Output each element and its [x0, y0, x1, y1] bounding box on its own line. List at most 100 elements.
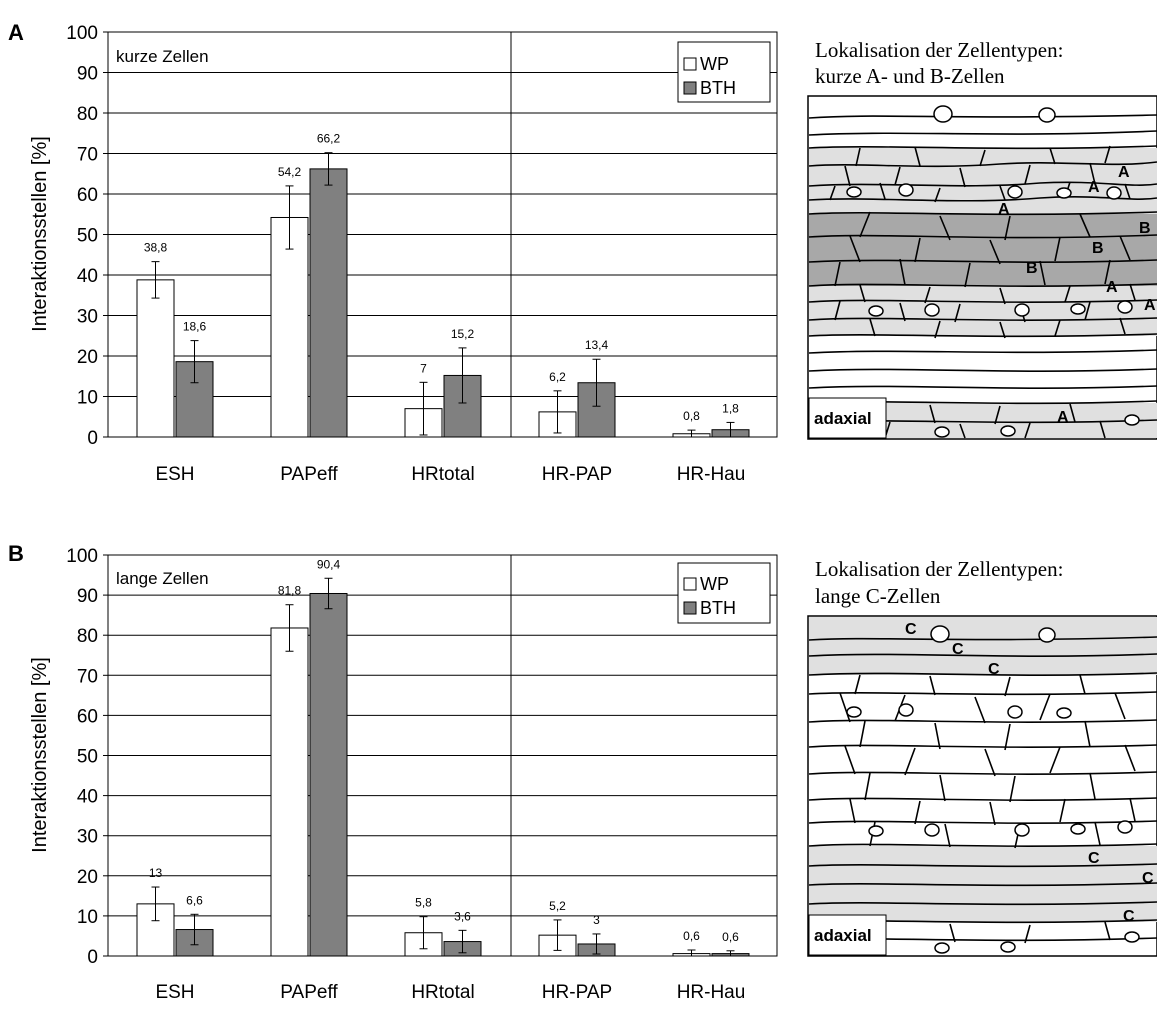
y-tick-label: 20	[77, 867, 98, 888]
bar-wp	[270, 216, 309, 438]
data-label: 6,2	[549, 370, 566, 384]
y-axis-label-a: Interaktionsstellen [%]	[29, 136, 51, 332]
gridlines-b	[108, 594, 777, 917]
y-axis-b: 0 10 20 30 40 50 60 70 80 90 100	[66, 546, 108, 968]
x-tick-label: PAPeff	[280, 464, 338, 485]
data-label: 7	[420, 361, 427, 375]
bar-wp	[136, 279, 175, 438]
illustration-b: Lokalisation der Zellentypen: lange C-Ze…	[807, 557, 1157, 957]
legend-swatch-bth-b	[683, 601, 697, 615]
cell-band-a-lower	[809, 286, 1157, 336]
bars-a: 38,8 18,6 54,2 66,2 7 15,2 6,2 13,4 0,8 1,8	[136, 132, 750, 438]
adaxial-label-b: adaxial	[814, 926, 872, 945]
x-tick-label: HR-PAP	[542, 464, 612, 485]
chart-a: A 0 10 20 30 40 50 60 70 80 90 100 Interaktionsste…	[8, 20, 778, 485]
cell-label: C	[988, 661, 1000, 678]
data-label: 38,8	[144, 241, 168, 255]
cell-band-c-upper	[809, 617, 1157, 675]
x-tick-label: HR-Hau	[677, 464, 746, 485]
bar-bth	[309, 592, 348, 957]
data-label: 0,8	[683, 409, 700, 423]
data-label: 0,6	[722, 930, 739, 944]
illustration-caption-a-line1: Lokalisation der Zellentypen:	[815, 38, 1063, 62]
cell-walls-b	[808, 636, 1157, 944]
adaxial-label-a: adaxial	[814, 409, 872, 428]
x-axis-b: ESH PAPeff HRtotal HR-PAP HR-Hau	[155, 982, 745, 1003]
legend-swatch-wp-a	[683, 57, 697, 71]
legend-b: WP BTH	[677, 562, 771, 624]
bar-bth	[309, 168, 348, 438]
cell-label: A	[1118, 164, 1130, 181]
y-tick-label: 10	[77, 907, 98, 928]
x-tick-label: ESH	[155, 982, 194, 1003]
data-label: 18,6	[183, 320, 207, 334]
data-label: 81,8	[278, 584, 302, 598]
y-tick-label: 90	[77, 64, 98, 85]
data-label: 66,2	[317, 132, 341, 146]
x-axis-a: ESH PAPeff HRtotal HR-PAP HR-Hau	[155, 464, 745, 485]
y-tick-label: 100	[66, 546, 98, 567]
cell-labels-b: C C C C C C	[905, 621, 1154, 925]
stomata-b	[846, 625, 1140, 954]
y-tick-label: 40	[77, 266, 98, 287]
y-tick-label: 70	[77, 666, 98, 687]
y-tick-label: 70	[77, 145, 98, 166]
data-label: 3	[593, 913, 600, 927]
legend-swatch-wp-b	[683, 577, 697, 591]
x-tick-label: HRtotal	[411, 464, 474, 485]
data-label: 3,6	[454, 909, 471, 923]
y-tick-label: 20	[77, 347, 98, 368]
legend-label-bth-a: BTH	[700, 78, 736, 98]
cell-label: A	[1057, 409, 1069, 426]
y-tick-label: 30	[77, 827, 98, 848]
illustration-caption-b-line1: Lokalisation der Zellentypen:	[815, 557, 1063, 581]
cell-label: A	[1144, 297, 1156, 314]
x-tick-label: HRtotal	[411, 982, 474, 1003]
chart-title-b: lange Zellen	[116, 569, 209, 588]
data-label: 13,4	[585, 338, 609, 352]
legend-label-wp-a: WP	[700, 54, 729, 74]
cell-label: C	[905, 621, 917, 638]
data-label: 15,2	[451, 327, 475, 341]
x-tick-label: ESH	[155, 464, 194, 485]
data-label: 5,2	[549, 899, 566, 913]
cell-label: C	[1142, 870, 1154, 887]
y-tick-label: 40	[77, 787, 98, 808]
stomata-a	[846, 105, 1140, 438]
y-tick-label: 10	[77, 388, 98, 409]
chart-title-a: kurze Zellen	[116, 47, 209, 66]
legend-label-bth-b: BTH	[700, 598, 736, 618]
y-tick-label: 60	[77, 706, 98, 727]
y-tick-label: 50	[77, 747, 98, 768]
cell-label: A	[1088, 179, 1100, 196]
data-label: 54,2	[278, 165, 302, 179]
data-label: 0,6	[683, 929, 700, 943]
cell-label: A	[1106, 279, 1118, 296]
y-tick-label: 90	[77, 586, 98, 607]
gridlines-a	[108, 72, 777, 397]
panel-label-a: A	[8, 20, 24, 45]
panel-label-b: B	[8, 541, 24, 566]
data-label: 5,8	[415, 896, 432, 910]
y-axis-label-b: Interaktionsstellen [%]	[29, 657, 51, 853]
legend-label-wp-b: WP	[700, 574, 729, 594]
bars-b: 13 6,6 81,8 90,4 5,8 3,6 5,2 3 0,6 0,6	[136, 557, 750, 957]
cell-label: C	[1088, 850, 1100, 867]
y-tick-label: 0	[87, 428, 98, 449]
cell-label: C	[952, 641, 964, 658]
bar-wp	[270, 627, 309, 957]
y-tick-label: 50	[77, 226, 98, 247]
y-tick-label: 0	[87, 947, 98, 968]
legend-a: WP BTH	[677, 41, 771, 103]
cell-label: A	[998, 201, 1010, 218]
cell-band-b	[809, 214, 1157, 286]
illustration-a: Lokalisation der Zellentypen: kurze A- u…	[807, 38, 1157, 440]
y-tick-label: 30	[77, 307, 98, 328]
chart-b: B 0 10 20 30 40 50 60 70 80 90 100 Interaktionsste…	[8, 541, 778, 1003]
cell-label: C	[1123, 908, 1135, 925]
y-tick-label: 80	[77, 626, 98, 647]
data-label: 1,8	[722, 401, 739, 415]
y-tick-label: 60	[77, 185, 98, 206]
x-tick-label: HR-PAP	[542, 982, 612, 1003]
